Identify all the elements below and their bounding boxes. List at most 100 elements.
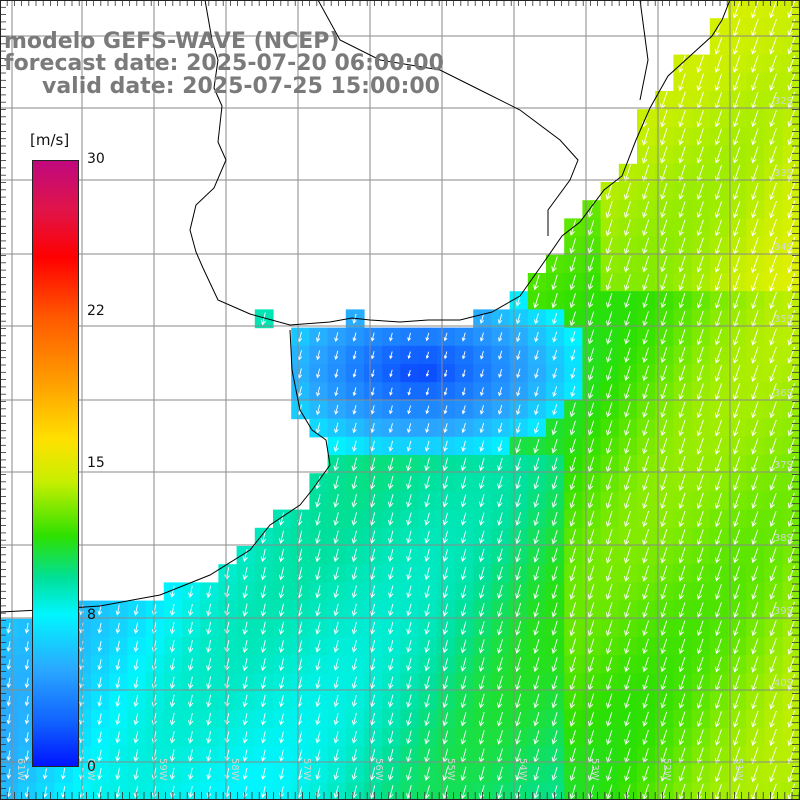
wind-arrow [660, 293, 668, 309]
wind-arrow [425, 332, 430, 342]
wind-arrow [587, 583, 595, 601]
wind-arrow [369, 603, 376, 617]
wind-arrow [388, 621, 394, 635]
wind-arrow [498, 350, 503, 360]
wind-arrow [732, 55, 741, 73]
wind-arrow [714, 128, 723, 146]
wind-arrow [351, 676, 358, 690]
colorbar-tick-30: 30 [87, 151, 105, 167]
wind-arrow [642, 620, 649, 637]
wind-arrow [751, 638, 759, 655]
lon-label: 61W [15, 758, 26, 781]
wind-arrow [297, 368, 303, 379]
lat-label: 37S [774, 460, 793, 471]
wind-arrow [406, 548, 412, 563]
wind-arrow [351, 512, 358, 526]
wind-arrow [479, 440, 485, 453]
wind-arrow [642, 128, 650, 146]
wind-arrow [460, 494, 467, 508]
wind-arrow [787, 346, 796, 364]
wind-arrow [334, 404, 339, 415]
wind-arrow [569, 456, 576, 473]
wind-arrow [406, 766, 412, 781]
wind-arrow [260, 658, 267, 672]
wind-arrow [278, 621, 285, 635]
wind-arrow [751, 182, 759, 201]
wind-arrow [352, 440, 357, 453]
wind-arrow [442, 585, 449, 599]
wind-arrow [551, 548, 558, 563]
wind-arrow [660, 164, 668, 182]
wind-arrow [787, 328, 796, 346]
wind-arrow [642, 219, 650, 237]
wind-arrow [733, 729, 741, 746]
wind-arrow [551, 438, 558, 454]
wind-arrow [733, 565, 741, 582]
wind-arrow [570, 385, 576, 398]
wind-arrow [242, 767, 248, 780]
lon-label: 60W [85, 758, 96, 781]
wind-arrow [587, 420, 595, 436]
wind-arrow [315, 566, 321, 581]
wind-arrow [406, 457, 412, 472]
wind-arrow [260, 731, 266, 744]
wind-arrow [460, 621, 467, 636]
wind-arrow [696, 474, 704, 491]
wind-arrow [333, 585, 339, 599]
wind-arrow [260, 603, 267, 617]
wind-arrow [97, 695, 103, 707]
wind-arrow [623, 182, 631, 201]
wind-arrow [569, 766, 576, 782]
wind-arrow [533, 422, 539, 434]
wind-arrow [769, 728, 777, 747]
wind-arrow [497, 621, 503, 636]
wind-arrow [315, 494, 321, 508]
wind-arrow [696, 529, 704, 546]
wind-arrow [551, 292, 558, 309]
wind-arrow [751, 474, 759, 491]
border-line [639, 0, 649, 101]
wind-arrow [496, 711, 503, 727]
wind-arrow [624, 638, 631, 655]
wind-arrow [425, 405, 430, 415]
wind-arrow [515, 620, 522, 636]
wind-arrow [624, 365, 631, 382]
wind-arrow [787, 565, 795, 582]
wind-arrow [278, 603, 285, 617]
wind-arrow [278, 658, 285, 672]
wind-arrow [642, 347, 649, 363]
wind-arrow [751, 692, 759, 710]
lon-label: 55W [445, 758, 456, 781]
wind-arrow [714, 219, 723, 237]
wind-arrow [642, 729, 649, 746]
wind-arrow [678, 219, 686, 237]
wind-arrow [751, 728, 759, 746]
wind-arrow [351, 567, 358, 581]
wind-arrow [769, 0, 777, 19]
wind-arrow [442, 621, 449, 636]
wind-arrow [316, 350, 321, 361]
wind-arrow [533, 475, 540, 490]
wind-arrow [424, 657, 430, 672]
wind-arrow [478, 603, 485, 617]
wind-arrow [787, 364, 796, 382]
wind-arrow [442, 530, 449, 544]
wind-arrow [605, 438, 613, 455]
wind-arrow [769, 73, 777, 91]
wind-arrow [388, 548, 394, 563]
wind-arrow [351, 749, 358, 763]
wind-arrow [751, 747, 759, 765]
wind-arrow [660, 365, 668, 382]
lon-label: 57W [301, 758, 312, 781]
wind-arrow [388, 712, 394, 726]
wind-arrow [660, 437, 668, 455]
wind-arrow [696, 729, 704, 746]
wind-arrow [424, 766, 430, 781]
wind-arrow [533, 766, 540, 781]
wind-arrow [751, 164, 759, 182]
wind-arrow [696, 255, 704, 273]
wind-arrow [260, 548, 267, 563]
wind-arrow [605, 510, 613, 528]
wind-arrow [569, 293, 576, 309]
wind-arrow [188, 731, 194, 744]
